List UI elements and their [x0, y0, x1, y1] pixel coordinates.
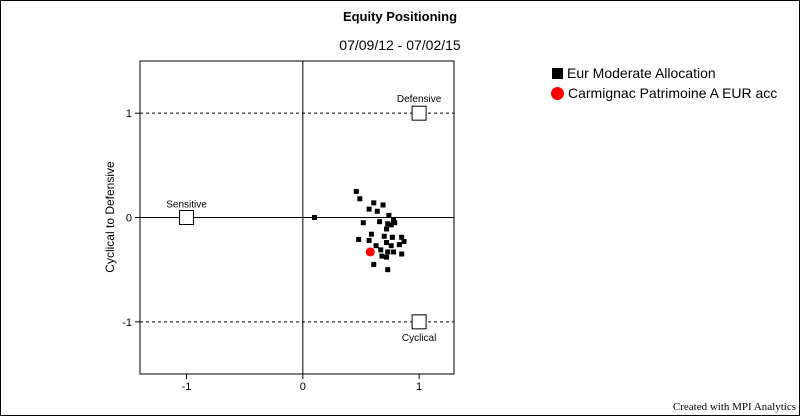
data-point-square — [356, 236, 362, 242]
data-point-square — [391, 249, 397, 255]
data-point-square — [379, 253, 385, 259]
anchor-label-sensitive: Sensitive — [166, 200, 207, 211]
y-axis-label: Cyclical to Defensive — [103, 161, 117, 273]
data-point-square — [388, 243, 394, 249]
data-point-square — [373, 243, 379, 249]
y-tick-label: 1 — [126, 108, 132, 120]
data-point-square — [374, 208, 380, 214]
data-point-square — [360, 220, 366, 226]
chart-title: Equity Positioning — [342, 9, 458, 24]
legend-square-marker-icon — [552, 67, 563, 79]
anchor-box-sensitive — [179, 210, 195, 225]
data-point-square — [399, 234, 405, 240]
data-point-square — [396, 242, 402, 248]
data-point-square — [311, 215, 317, 220]
footer-credit: Created with MPI Analytics — [672, 401, 796, 413]
data-point-square — [392, 220, 398, 226]
y-tick-label: 0 — [126, 213, 132, 225]
data-point-square — [357, 196, 363, 202]
data-point-square — [371, 261, 377, 267]
chart-subtitle: 07/09/12 - 07/02/15 — [339, 37, 461, 53]
data-point-square — [386, 212, 392, 218]
data-point-square — [401, 238, 407, 244]
data-point-square — [385, 267, 391, 273]
legend: Eur Moderate Allocation Carmignac Patrim… — [551, 63, 778, 103]
legend-item-eur-moderate: Eur Moderate Allocation — [552, 63, 777, 83]
data-point-square — [380, 202, 386, 208]
data-point-square — [381, 233, 387, 239]
legend-label: Eur Moderate Allocation — [567, 65, 716, 81]
data-point-square — [368, 231, 374, 237]
anchor-label-defensive: Defensive — [397, 94, 442, 105]
data-point-square — [378, 247, 384, 253]
data-point-square — [353, 188, 359, 194]
data-point-square — [384, 254, 390, 260]
data-point-circle — [365, 247, 375, 257]
data-point-square — [399, 251, 405, 257]
data-point-square — [389, 234, 395, 240]
data-point-square — [377, 219, 383, 225]
anchor-box-defensive — [411, 105, 427, 121]
legend-item-carmignac: Carmignac Patrimoine A EUR acc — [551, 83, 778, 103]
data-point-square — [384, 226, 390, 232]
x-tick-label: -1 — [182, 381, 192, 393]
data-point-square — [366, 237, 372, 243]
data-point-square — [371, 200, 377, 206]
legend-label: Carmignac Patrimoine A EUR acc — [568, 85, 778, 101]
data-point-square — [385, 221, 391, 227]
legend-circle-marker-icon — [551, 86, 564, 100]
data-point-square — [391, 217, 397, 223]
anchor-box-cyclical — [411, 314, 427, 330]
data-point-square — [384, 240, 390, 246]
x-tick-label: 0 — [300, 381, 306, 393]
y-tick-label: -1 — [122, 317, 132, 329]
x-tick-label: 1 — [416, 381, 422, 393]
data-point-square — [388, 222, 394, 228]
data-point-square — [385, 249, 391, 255]
data-point-square — [366, 206, 372, 212]
anchor-label-cyclical: Cyclical — [402, 333, 436, 344]
